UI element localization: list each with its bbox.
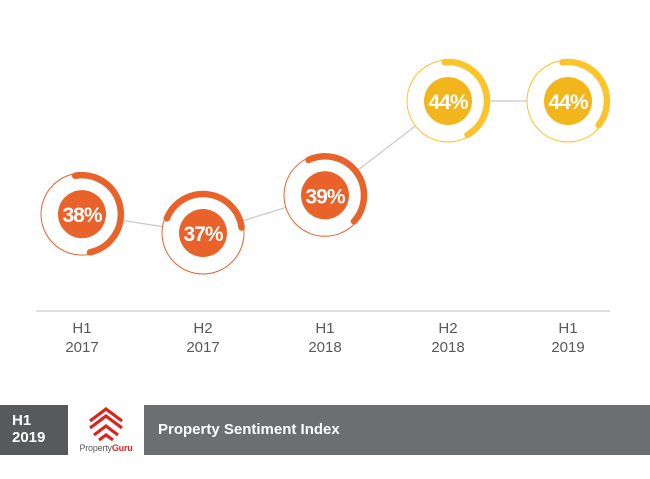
- point-progress-arc: [441, 58, 491, 139]
- point-progress-arc: [163, 190, 245, 231]
- propertyguru-logo-icon: [89, 407, 123, 442]
- x-tick-label-year: 2017: [186, 339, 219, 356]
- data-point: 44%: [406, 58, 491, 143]
- point-marker: [544, 77, 592, 125]
- point-marker: [58, 190, 106, 239]
- data-label: 37%: [183, 223, 223, 246]
- point-progress-arc: [71, 171, 125, 256]
- point-marker: [179, 209, 227, 257]
- point-marker: [301, 171, 349, 220]
- sentiment-chart: 38% 37% 39% 44% 44% H1 2017 H2 2017 H1 2018 H2 2018 H…: [36, 58, 611, 356]
- footer-title: Property Sentiment Index: [144, 405, 650, 455]
- data-label: 38%: [62, 204, 102, 227]
- logo-wordmark-bold: Guru: [111, 443, 133, 453]
- point-progress-arc: [305, 153, 368, 225]
- x-tick-label-period: H2: [438, 320, 457, 337]
- data-point: 44%: [526, 58, 611, 143]
- x-tick-label-year: 2017: [65, 339, 98, 356]
- footer-period-line2: 2019: [12, 429, 46, 446]
- logo-wordmark-plain: Property: [79, 443, 112, 453]
- x-tick-label-period: H2: [193, 320, 212, 337]
- data-label: 39%: [305, 185, 345, 208]
- x-tick-label-year: 2019: [551, 339, 584, 356]
- data-label: 44%: [428, 91, 468, 114]
- x-tick-label-year: 2018: [431, 339, 464, 356]
- footer-period-label: H1 2019: [0, 405, 68, 455]
- data-point: 38%: [40, 171, 125, 256]
- point-marker: [424, 77, 472, 125]
- point-progress-arc: [559, 58, 611, 129]
- propertyguru-logo: PropertyGuru: [68, 405, 144, 455]
- x-tick-label-year: 2018: [308, 339, 341, 356]
- x-tick-label-period: H1: [72, 320, 91, 337]
- data-point: 37%: [161, 190, 245, 275]
- logo-wordmark: PropertyGuru: [68, 443, 144, 453]
- footer-period-line1: H1: [12, 412, 32, 429]
- data-point: 39%: [283, 153, 368, 237]
- x-tick-label-period: H1: [558, 320, 577, 337]
- footer-bar: H1 2019 PropertyGuru Property Sentiment …: [0, 405, 650, 455]
- x-tick-label-period: H1: [315, 320, 334, 337]
- data-label: 44%: [548, 91, 588, 114]
